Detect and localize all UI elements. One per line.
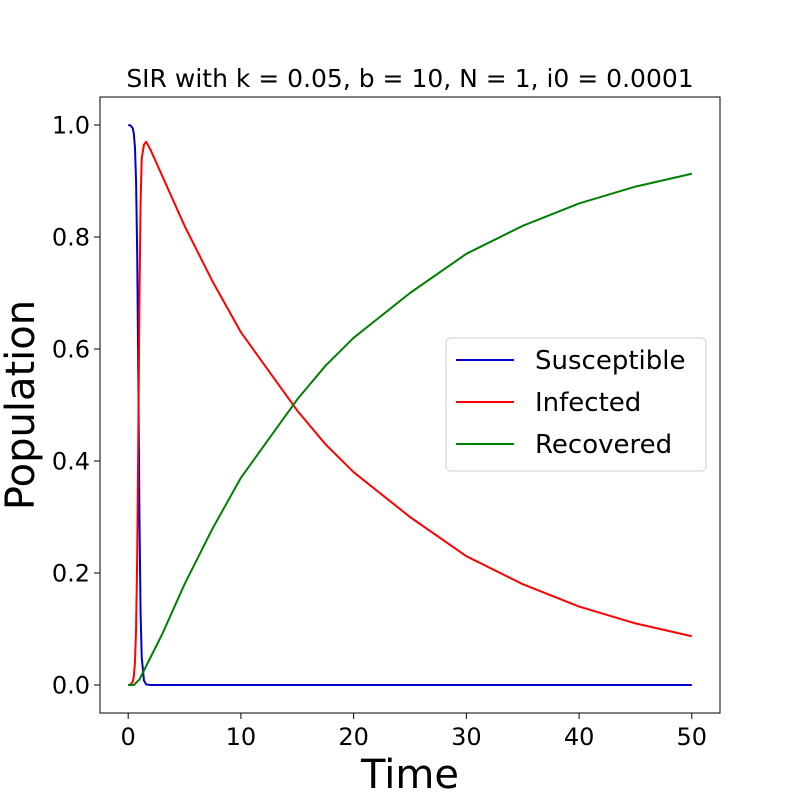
- x-axis-title: Time: [360, 752, 459, 798]
- x-tick-label: 0: [121, 723, 136, 751]
- y-tick-label: 0.0: [52, 672, 90, 700]
- x-tick-label: 10: [226, 723, 257, 751]
- series-lines: [128, 124, 693, 686]
- legend: Susceptible Infected Recovered: [445, 337, 707, 472]
- series-line-susceptible: [128, 124, 692, 686]
- plot-area-frame: [99, 96, 721, 714]
- y-tick-label: 0.2: [52, 560, 90, 588]
- y-tick-label: 0.8: [52, 224, 90, 252]
- x-tick-label: 30: [451, 723, 482, 751]
- x-tick-label: 20: [338, 723, 369, 751]
- legend-label-susceptible: Susceptible: [535, 346, 685, 376]
- legend-label-infected: Infected: [535, 388, 641, 418]
- legend-label-recovered: Recovered: [535, 430, 672, 460]
- legend-box: [445, 337, 707, 472]
- chart-title: SIR with k = 0.05, b = 10, N = 1, i0 = 0…: [126, 64, 693, 93]
- series-line-infected: [128, 140, 693, 686]
- y-tick-label: 0.4: [52, 448, 90, 476]
- x-tick-label: 50: [677, 723, 708, 751]
- y-tick-label: 0.6: [52, 336, 90, 364]
- x-axis-ticks: 0 10 20 30 40 50: [121, 713, 708, 751]
- y-axis-title: Population: [0, 300, 44, 510]
- x-tick-label: 40: [564, 723, 595, 751]
- y-tick-label: 1.0: [52, 112, 90, 140]
- series-line-recovered: [128, 172, 693, 686]
- y-axis-ticks: 0.0 0.2 0.4 0.6 0.8 1.0: [52, 112, 100, 700]
